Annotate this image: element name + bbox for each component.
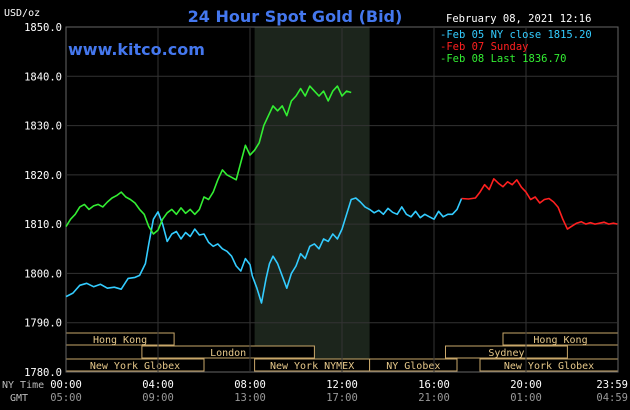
gmt-row-label: GMT bbox=[10, 393, 28, 404]
session-box bbox=[141, 345, 315, 359]
legend-entry: -Feb 05 NY close 1815.20 bbox=[440, 29, 592, 41]
session-box bbox=[445, 345, 568, 359]
session-box bbox=[369, 358, 458, 372]
series-line bbox=[461, 178, 618, 230]
series-lines bbox=[65, 85, 618, 304]
legend-entry: -Feb 08 Last 1836.70 bbox=[440, 53, 566, 65]
x-tick-label-gmt: 05:00 bbox=[50, 392, 82, 404]
x-tick-label-ny: 16:00 bbox=[418, 379, 450, 391]
x-tick-label-ny: 12:00 bbox=[326, 379, 358, 391]
session-label: London bbox=[210, 348, 246, 359]
y-unit-label: USD/oz bbox=[4, 8, 40, 19]
session-label: Hong Kong bbox=[533, 335, 587, 346]
session-label: NY Globex bbox=[386, 361, 440, 372]
x-tick-label-ny: 20:00 bbox=[510, 379, 542, 391]
legend: -Feb 05 NY close 1815.20-Feb 07 Sunday-F… bbox=[440, 29, 592, 65]
x-tick-label-gmt: 04:59 bbox=[596, 392, 628, 404]
x-tick-label-gmt: 01:00 bbox=[510, 392, 542, 404]
x-tick-label-gmt: 17:00 bbox=[326, 392, 358, 404]
x-tick-label-gmt: 09:00 bbox=[142, 392, 174, 404]
x-tick-label-gmt: 21:00 bbox=[418, 392, 450, 404]
y-tick-label: 1790.0 bbox=[24, 318, 62, 330]
x-tick-label-ny: 23:59 bbox=[596, 379, 628, 391]
chart-grid bbox=[65, 26, 619, 373]
y-tick-label: 1830.0 bbox=[24, 121, 62, 133]
y-tick-label: 1780.0 bbox=[24, 367, 62, 379]
series-line bbox=[65, 85, 352, 235]
y-tick-label: 1810.0 bbox=[24, 219, 62, 231]
session-label: New York NYMEX bbox=[270, 361, 354, 372]
ny-time-row-label: NY Time bbox=[2, 380, 44, 391]
series-line bbox=[65, 197, 463, 304]
y-tick-label: 1840.0 bbox=[24, 71, 62, 83]
legend-entry: -Feb 07 Sunday bbox=[440, 41, 529, 53]
x-tick-label-ny: 00:00 bbox=[50, 379, 82, 391]
session-label: New York Globex bbox=[504, 361, 594, 372]
kitco-watermark: www.kitco.com bbox=[68, 40, 205, 59]
y-tick-label: 1800.0 bbox=[24, 268, 62, 280]
chart-title: 24 Hour Spot Gold (Bid) bbox=[188, 7, 403, 26]
session-label: New York Globex bbox=[90, 361, 180, 372]
date-label: February 08, 2021 12:16 bbox=[446, 13, 591, 25]
y-axis-ticks: 1850.0 1840.0 1830.0 1820.0 1810.0 1800.0 1790… bbox=[24, 22, 62, 379]
y-tick-label: 1820.0 bbox=[24, 170, 62, 182]
y-tick-label: 1850.0 bbox=[24, 22, 62, 34]
x-tick-label-ny: 04:00 bbox=[142, 379, 174, 391]
session-label: Hong Kong bbox=[93, 335, 147, 346]
x-tick-label-ny: 08:00 bbox=[234, 379, 266, 391]
x-tick-label-gmt: 13:00 bbox=[234, 392, 266, 404]
session-label: Sydney bbox=[488, 348, 524, 359]
